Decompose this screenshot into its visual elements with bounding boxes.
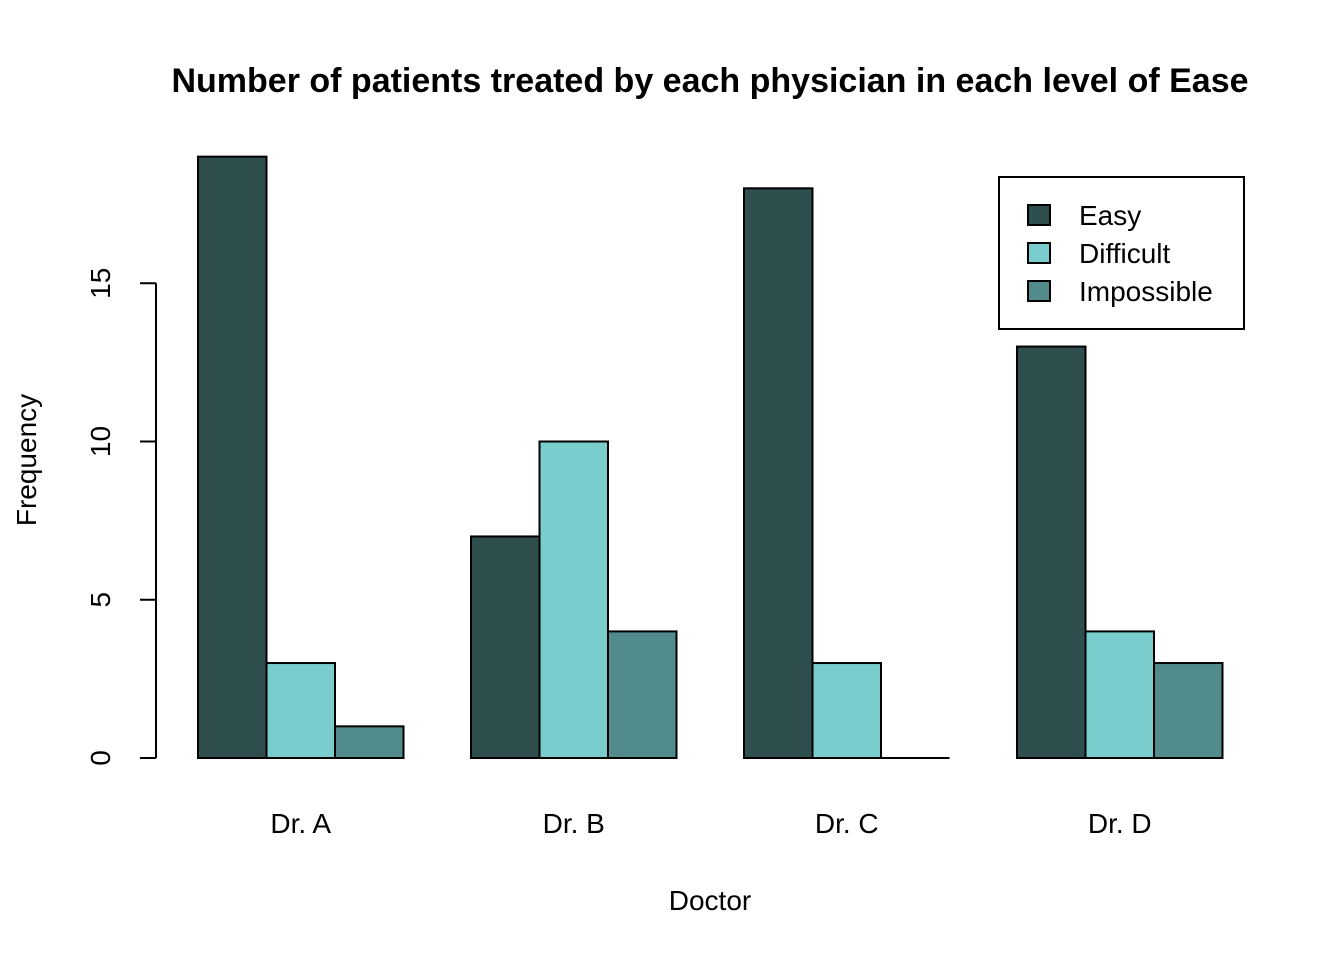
y-tick-label-10: 10 xyxy=(85,426,116,457)
x-tick-label-3: Dr. C xyxy=(815,808,879,839)
bar-difficult-3 xyxy=(811,662,882,759)
x-axis-labels: Dr. A Dr. B Dr. C Dr. D xyxy=(270,808,1151,839)
x-tick-label-1: Dr. A xyxy=(270,808,331,839)
y-tick-label-0: 0 xyxy=(85,750,116,766)
legend-label-impossible: Impossible xyxy=(1079,276,1213,307)
x-tick-label-4: Dr. D xyxy=(1088,808,1152,839)
bar-impossible-2 xyxy=(607,630,678,760)
y-tick-label-15: 15 xyxy=(85,268,116,299)
y-tick-label-5: 5 xyxy=(85,592,116,608)
y-axis: 0 5 10 15 xyxy=(85,268,157,766)
bar-difficult-1 xyxy=(265,662,336,759)
bar-easy-3 xyxy=(743,187,814,760)
bar-impossible-1 xyxy=(334,725,405,759)
bar-impossible-4 xyxy=(1153,662,1224,759)
chart-title: Number of patients treated by each physi… xyxy=(171,62,1248,100)
x-tick-label-2: Dr. B xyxy=(543,808,605,839)
legend-label-difficult: Difficult xyxy=(1079,238,1171,269)
legend-swatch-difficult xyxy=(1027,242,1051,264)
x-axis-title: Doctor xyxy=(669,885,751,916)
bar-easy-4 xyxy=(1016,345,1087,759)
bar-easy-2 xyxy=(470,535,541,760)
bar-difficult-2 xyxy=(538,440,609,759)
legend-swatch-easy xyxy=(1027,204,1051,226)
bar-easy-1 xyxy=(197,155,268,759)
bars-group xyxy=(197,155,1224,760)
legend: Easy Difficult Impossible xyxy=(998,176,1245,330)
legend-label-easy: Easy xyxy=(1079,200,1141,231)
legend-swatch-impossible xyxy=(1027,280,1051,302)
y-axis-title: Frequency xyxy=(11,394,42,526)
bar-difficult-4 xyxy=(1084,630,1155,760)
